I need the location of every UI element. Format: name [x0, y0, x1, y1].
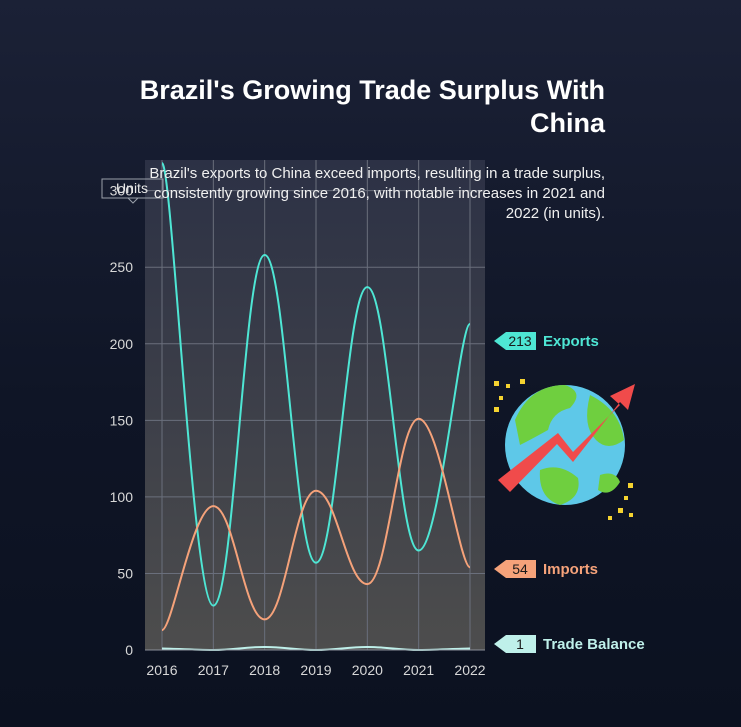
series-name-label: Exports — [543, 333, 599, 350]
end-value-label: 1 — [516, 636, 524, 652]
y-axis: 0 50 100 150 200 250 300 — [110, 183, 134, 658]
x-tick-label: 2017 — [198, 662, 229, 678]
y-tick-label: 50 — [117, 565, 133, 581]
y-axis-label: Units — [116, 180, 148, 196]
x-tick-label: 2022 — [454, 662, 485, 678]
legend-item-exports: 213 Exports — [494, 332, 599, 350]
plot-area — [145, 160, 485, 650]
y-tick-label: 200 — [110, 336, 134, 352]
chart-subtitle: Brazil's exports to China exceed imports… — [149, 165, 605, 222]
y-axis-unit-label: Units — [101, 178, 164, 204]
end-value-tag — [494, 560, 536, 578]
series-line-exports — [161, 162, 471, 607]
series-name-label: Trade Balance — [543, 636, 645, 653]
x-tick-label: 2018 — [249, 662, 280, 678]
end-value-label: 54 — [512, 561, 528, 577]
x-tick-label: 2021 — [403, 662, 434, 678]
y-tick-label: 300 — [110, 183, 134, 199]
globe-growth-arrow-icon — [494, 379, 635, 520]
legend: 213 Exports 54 Imports 1 Trade Balance — [494, 332, 645, 653]
chart-title: Brazil's Growing Trade Surplus With Chin… — [139, 75, 605, 138]
end-value-label: 213 — [508, 333, 532, 349]
end-value-tag — [494, 332, 536, 350]
x-tick-label: 2019 — [300, 662, 331, 678]
legend-item-imports: 54 Imports — [494, 560, 598, 578]
series-line-imports — [161, 417, 471, 632]
grid — [145, 160, 485, 651]
end-value-tag — [494, 635, 536, 653]
x-tick-label: 2016 — [146, 662, 177, 678]
y-tick-label: 150 — [110, 412, 134, 428]
x-tick-label: 2020 — [352, 662, 383, 678]
x-axis: 2016 2017 2018 2019 2020 2021 2022 — [145, 649, 486, 678]
series-name-label: Imports — [543, 561, 598, 578]
title-block: Brazil's Growing Trade Surplus With Chin… — [125, 74, 605, 224]
legend-item-trade-balance: 1 Trade Balance — [494, 635, 645, 653]
y-tick-label: 0 — [125, 642, 133, 658]
y-tick-label: 100 — [110, 489, 134, 505]
y-tick-label: 250 — [110, 259, 134, 275]
